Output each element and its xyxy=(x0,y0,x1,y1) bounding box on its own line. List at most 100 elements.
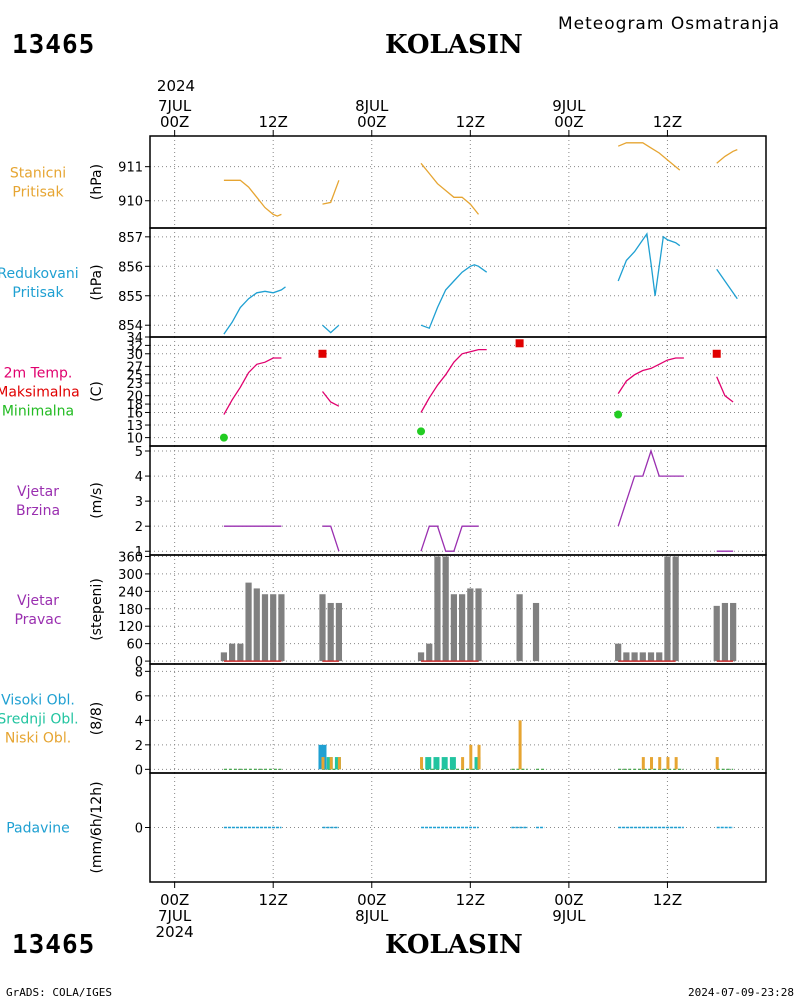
wdir-label-0: Vjetar xyxy=(17,593,59,609)
temp-ytick-label: 27 xyxy=(126,360,143,375)
clouds-label-1: Srednji Obl. xyxy=(0,712,79,728)
footer-timestamp: 2024-07-09-23:28 xyxy=(688,986,794,999)
wspeed-series-line xyxy=(420,525,479,552)
pressure-series-line xyxy=(617,142,681,171)
pressure-series-line xyxy=(322,180,340,205)
wspeed-series-line xyxy=(617,448,684,527)
clouds-label-2: Niski Obl. xyxy=(5,731,71,747)
wdir-bar xyxy=(237,643,244,662)
temp-ytick-label: 16 xyxy=(126,406,143,421)
wdir-bar xyxy=(656,652,663,662)
cloud-low-bar xyxy=(518,720,522,770)
wspeed-ytick-label: 4 xyxy=(135,470,143,485)
reduced-ytick-label: 857 xyxy=(118,231,143,246)
wdir-bar xyxy=(713,605,720,662)
temp-label-0: 2m Temp. xyxy=(4,366,73,382)
temp-label-2: Minimalna xyxy=(2,404,74,420)
clouds-ytick-label: 6 xyxy=(135,690,143,705)
wdir-bar xyxy=(220,652,228,662)
reduced-unit: (hPa) xyxy=(89,264,105,300)
wdir-bar xyxy=(417,652,425,662)
clouds-ytick-label: 4 xyxy=(135,714,143,729)
precip-ytick-label: 0 xyxy=(135,822,143,837)
cloud-low-bar xyxy=(674,757,678,770)
wdir-bar xyxy=(467,588,474,662)
wdir-bar xyxy=(672,556,679,662)
cloud-low-bar xyxy=(715,757,719,770)
meteogram-title: Meteogram Osmatranja xyxy=(558,14,781,34)
temp-min-point xyxy=(417,427,426,436)
time-label: 12Z xyxy=(652,891,683,909)
wdir-ytick-label: 120 xyxy=(118,620,143,635)
temp-series-line xyxy=(321,391,340,407)
reduced-ytick-label: 856 xyxy=(118,260,143,275)
temp-series-line xyxy=(716,376,734,403)
wdir-bar xyxy=(426,643,433,662)
temp-ytick-label: 30 xyxy=(126,348,143,363)
cloud-low-bar xyxy=(650,757,654,770)
clouds-label-0: Visoki Obl. xyxy=(1,693,75,709)
cloud-low-bar xyxy=(477,744,481,770)
wdir-bar xyxy=(434,556,441,662)
wdir-bar xyxy=(335,602,343,662)
precip-label-0: Padavine xyxy=(6,821,70,837)
precip-panel-frame xyxy=(149,772,767,883)
cloud-low-bar xyxy=(329,757,333,770)
cloud-low-bar xyxy=(420,757,424,770)
wdir-bar xyxy=(647,652,655,662)
wdir-ytick-label: 60 xyxy=(126,638,143,653)
time-label: 7JUL 00Z xyxy=(157,97,192,131)
footer-source: GrADS: COLA/IGES xyxy=(6,986,112,999)
wdir-bar xyxy=(730,602,737,662)
cloud-low-bar xyxy=(658,757,662,770)
temp-unit: (C) xyxy=(89,381,105,402)
cloud-low-bar xyxy=(666,757,670,770)
reduced-series-line xyxy=(617,232,681,296)
pressure-unit: (hPa) xyxy=(89,164,105,200)
wspeed-label-1: Brzina xyxy=(16,503,60,519)
temp-min-point xyxy=(614,410,623,419)
wdir-bar xyxy=(229,643,236,662)
station-id-bottom: 13465 xyxy=(12,930,96,960)
time-label: 12Z xyxy=(455,113,485,131)
time-label: 12Z xyxy=(258,891,288,909)
time-label: 00Z 9JUL xyxy=(552,891,586,925)
time-label: 12Z xyxy=(258,113,288,131)
reduced-ytick-label: 854 xyxy=(118,319,143,334)
cloud-middle-bar xyxy=(425,757,432,770)
temp-ytick-label: 25 xyxy=(126,369,143,384)
wdir-bar xyxy=(442,556,449,662)
wdir-ytick-label: 180 xyxy=(118,603,143,618)
wdir-bar xyxy=(532,602,540,662)
wspeed-unit: (m/s) xyxy=(89,482,105,519)
time-label: 8JUL 00Z xyxy=(355,97,389,131)
precip-unit: (mm/6h/12h) xyxy=(89,781,105,873)
wspeed-label-0: Vjetar xyxy=(17,484,59,500)
wdir-bar xyxy=(639,652,646,662)
temp-ytick-label: 13 xyxy=(126,419,143,434)
temp-ytick-label: 20 xyxy=(126,390,143,405)
wdir-ytick-label: 240 xyxy=(118,585,143,600)
wdir-bar xyxy=(516,594,523,662)
reduced-panel-frame xyxy=(149,227,767,338)
reduced-ytick-label: 855 xyxy=(118,290,143,305)
temp-series-line xyxy=(420,348,487,413)
pressure-label-0: Stanicni xyxy=(10,166,66,182)
pressure-ytick-label: 911 xyxy=(118,161,143,176)
pressure-ytick-label: 910 xyxy=(118,195,143,210)
wdir-bar xyxy=(615,643,622,662)
cloud-low-bar xyxy=(337,757,341,770)
time-label: 12Z xyxy=(652,113,683,131)
wdir-bar xyxy=(475,588,482,662)
station-name-bottom: KOLASIN xyxy=(385,930,523,960)
cloud-middle-bar xyxy=(449,757,456,770)
wdir-ytick-label: 360 xyxy=(118,550,143,565)
wspeed-series-line xyxy=(322,525,340,552)
wdir-bar xyxy=(261,594,269,662)
reduced-label-1: Pritisak xyxy=(12,285,64,301)
cloud-low-bar xyxy=(461,757,465,770)
pressure-series-line xyxy=(716,148,738,164)
temp-series-line xyxy=(617,357,684,394)
temp-ytick-label: 23 xyxy=(126,377,143,392)
